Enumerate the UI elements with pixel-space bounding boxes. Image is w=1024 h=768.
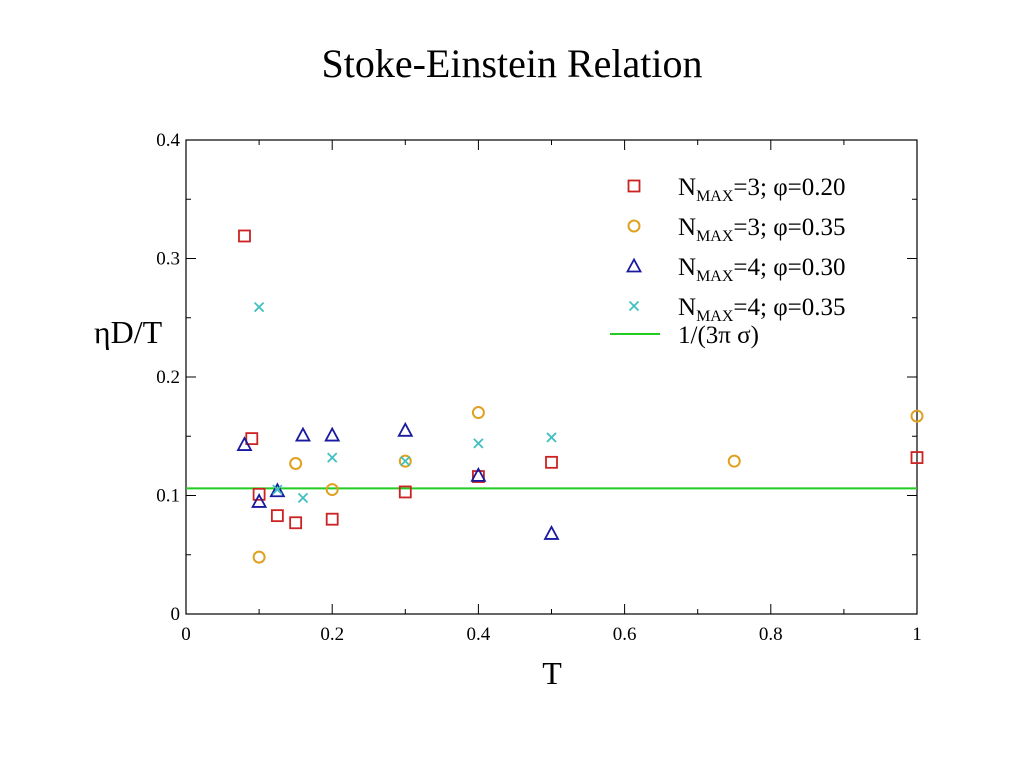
data-point-x-stroke <box>546 432 557 443</box>
legend-reference-label: 1/(3π σ) <box>678 322 759 349</box>
data-point-x <box>473 438 484 449</box>
data-point-square <box>398 485 412 499</box>
data-point-x <box>400 455 411 467</box>
data-point-triangle <box>397 421 414 437</box>
plot-area <box>185 139 918 615</box>
legend-entry-label: NMAX=3; φ=0.35 <box>678 214 845 245</box>
slide-title: Stoke-Einstein Relation <box>321 41 703 86</box>
legend-entry-label: NMAX=3; φ=0.20 <box>678 174 845 205</box>
data-point-x <box>327 452 338 463</box>
data-point-square <box>289 516 303 530</box>
y-tick-label: 0.1 <box>156 486 180 507</box>
x-tick-label: 0 <box>181 624 191 645</box>
data-point-triangle <box>236 436 253 451</box>
plot-frame <box>185 139 918 615</box>
data-point-square <box>545 455 558 469</box>
data-point-x-stroke <box>327 452 338 463</box>
data-point-square <box>252 487 266 501</box>
data-point-triangle <box>251 493 268 508</box>
x-tick-label: 1 <box>912 624 922 645</box>
data-point-x-stroke <box>473 438 484 449</box>
x-tick-label: 0.6 <box>613 624 637 645</box>
data-point-triangle <box>543 525 560 540</box>
data-point-circle <box>325 483 339 497</box>
y-tick-label: 0.3 <box>156 249 180 270</box>
data-point-circle <box>471 406 485 420</box>
y-axis-label: ηD/T <box>94 314 163 350</box>
data-point-square <box>238 229 251 243</box>
data-points <box>236 229 924 564</box>
x-axis-label: T <box>542 655 562 691</box>
data-point-square <box>471 470 485 483</box>
data-point-triangle <box>269 482 286 498</box>
x-tick-label: 0.8 <box>759 624 783 645</box>
axis-ticks: 0 0.2 0.4 0.6 0.8 1 0 0.1 0.2 0.3 0.4 <box>156 130 922 645</box>
data-point-square <box>910 451 924 464</box>
data-point-triangle <box>470 466 487 482</box>
data-point-x-stroke <box>297 492 309 504</box>
legend: NMAX=3; φ=0.20 NMAX=3; φ=0.35 NMAX=4; φ=0.… <box>610 174 845 349</box>
data-point-circle <box>289 457 303 471</box>
data-point-square <box>245 432 259 446</box>
legend-marker-square <box>627 179 641 193</box>
data-point-circle <box>252 550 266 564</box>
data-point-x <box>297 492 309 504</box>
data-point-circle <box>727 454 741 468</box>
x-tick-label: 0.2 <box>320 624 344 645</box>
data-point-square <box>325 512 339 526</box>
legend-marker-x-stroke <box>628 300 640 312</box>
legend-marker-x <box>628 300 640 312</box>
data-point-x-stroke <box>400 455 411 467</box>
legend-marker-circle <box>627 219 641 233</box>
legend-entry-label: NMAX=4; φ=0.30 <box>678 254 845 285</box>
data-point-x-stroke <box>272 484 283 495</box>
x-tick-label: 0.4 <box>467 624 491 645</box>
data-point-circle <box>398 454 412 468</box>
legend-entry-label: NMAX=4; φ=0.35 <box>678 294 845 325</box>
data-point-x <box>253 301 265 313</box>
y-tick-label: 0.4 <box>156 130 180 151</box>
data-point-x-stroke <box>253 301 265 313</box>
y-tick-label: 0 <box>171 604 181 625</box>
legend-marker-triangle <box>625 257 643 273</box>
data-point-x <box>546 432 557 443</box>
data-point-square <box>270 509 284 523</box>
data-point-circle <box>910 409 924 423</box>
data-point-triangle <box>324 426 341 442</box>
y-tick-label: 0.2 <box>156 367 180 388</box>
data-point-triangle <box>294 426 311 442</box>
data-point-x <box>272 484 283 495</box>
